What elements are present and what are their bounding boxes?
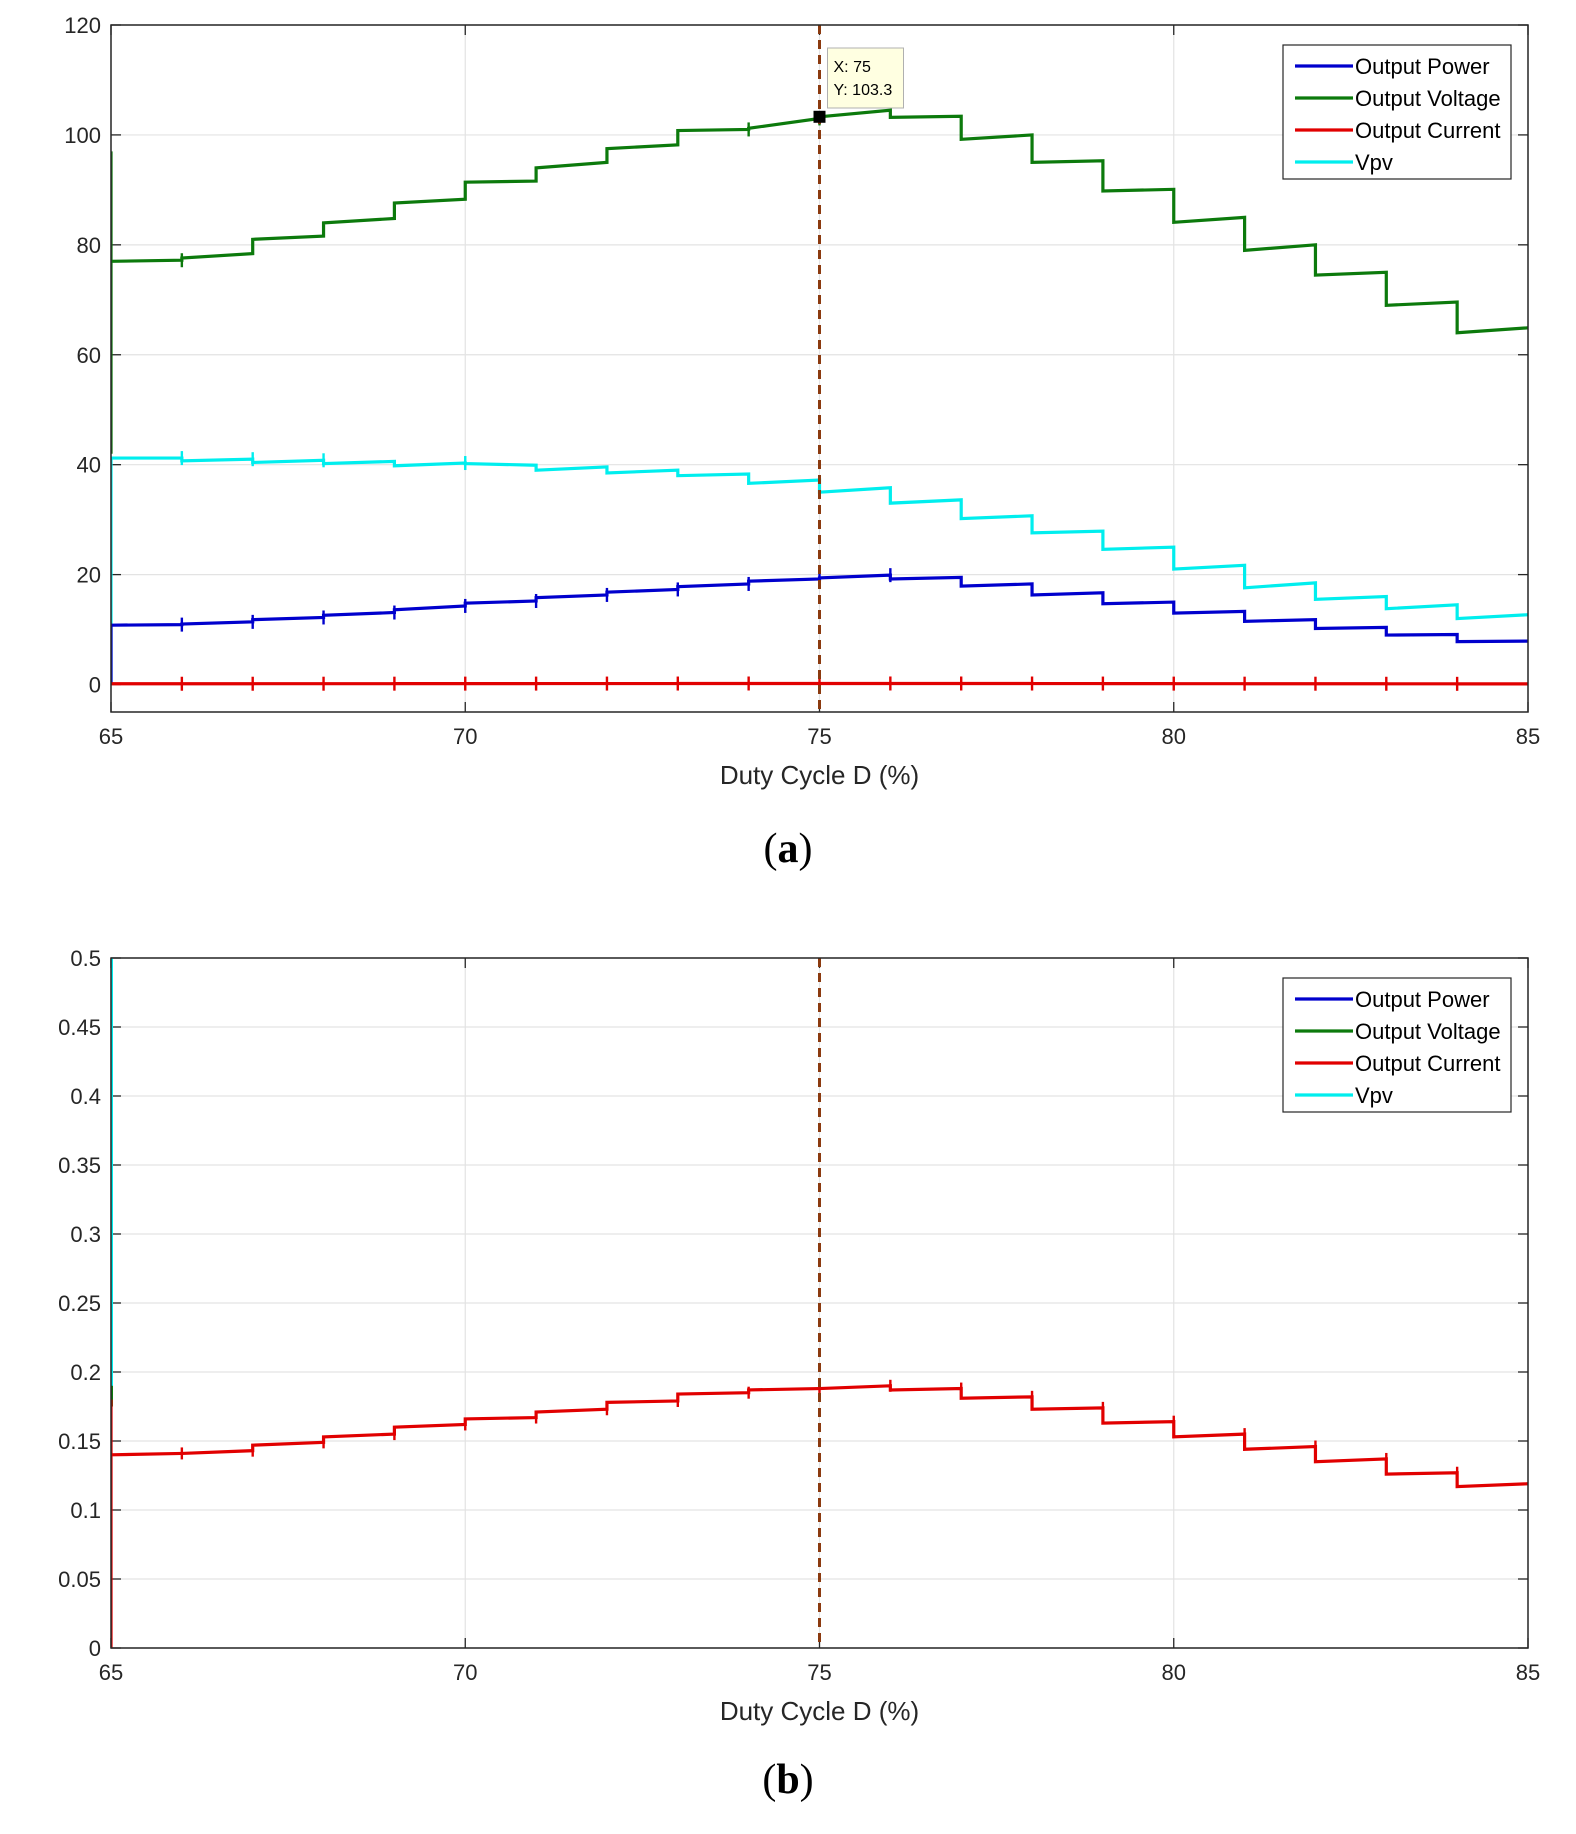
x-tick-label: 65 bbox=[99, 724, 123, 749]
y-tick-label: 40 bbox=[77, 453, 101, 478]
legend-entry: Vpv bbox=[1355, 1083, 1393, 1108]
y-tick-label: 0.25 bbox=[58, 1291, 101, 1316]
legend-entry: Output Power bbox=[1355, 54, 1490, 79]
datatip-point bbox=[813, 110, 826, 123]
panel-b-chart: 65 70 75 80 85 0 0.05 0.1 0.15 0.2 0.25 0.3 0.35 0.4 0… bbox=[58, 946, 1540, 1726]
legend-entry: Output Voltage bbox=[1355, 1019, 1501, 1044]
datatip-box bbox=[827, 47, 904, 109]
x-axis-label: Duty Cycle D (%) bbox=[720, 760, 919, 790]
legend-entry: Output Power bbox=[1355, 987, 1490, 1012]
y-tick-label: 0.4 bbox=[70, 1084, 101, 1109]
x-tick-label: 80 bbox=[1162, 1660, 1186, 1685]
x-tick-label: 70 bbox=[453, 724, 477, 749]
y-tick-label: 0 bbox=[89, 673, 101, 698]
y-tick-label: 0.45 bbox=[58, 1015, 101, 1040]
panel-a-chart: 65 70 75 80 85 0 20 40 60 80 100 120 Duty Cycle D (%… bbox=[64, 13, 1540, 790]
x-tick-label: 70 bbox=[453, 1660, 477, 1685]
datatip-text: Y: 103.3 bbox=[834, 82, 893, 99]
legend-entry: Output Current bbox=[1355, 118, 1501, 143]
y-tick-label: 0.5 bbox=[70, 946, 101, 971]
x-axis-label: Duty Cycle D (%) bbox=[720, 1696, 919, 1726]
y-tick-label: 0.35 bbox=[58, 1153, 101, 1178]
legend-entry: Vpv bbox=[1355, 150, 1393, 175]
x-tick-label: 75 bbox=[807, 1660, 831, 1685]
y-tick-label: 0.3 bbox=[70, 1222, 101, 1247]
y-tick-label: 20 bbox=[77, 563, 101, 588]
x-tick-label: 80 bbox=[1162, 724, 1186, 749]
y-tick-label: 60 bbox=[77, 343, 101, 368]
y-tick-label: 120 bbox=[64, 13, 101, 38]
legend-entry: Output Current bbox=[1355, 1051, 1501, 1076]
y-tick-label: 0.15 bbox=[58, 1429, 101, 1454]
y-tick-label: 100 bbox=[64, 123, 101, 148]
series-line-output-voltage bbox=[111, 108, 1528, 454]
x-tick-label: 75 bbox=[807, 724, 831, 749]
y-tick-label: 80 bbox=[77, 233, 101, 258]
y-tick-label: 0.05 bbox=[58, 1567, 101, 1592]
y-tick-label: 0 bbox=[89, 1636, 101, 1661]
datatip-text: X: 75 bbox=[834, 59, 871, 76]
x-tick-label: 85 bbox=[1516, 1660, 1540, 1685]
axes-frame bbox=[110, 957, 1529, 1649]
y-tick-label: 0.1 bbox=[70, 1498, 101, 1523]
legend-entry: Output Voltage bbox=[1355, 86, 1501, 111]
caption-b: (b) bbox=[762, 1757, 813, 1803]
x-tick-label: 65 bbox=[99, 1660, 123, 1685]
y-tick-label: 0.2 bbox=[70, 1360, 101, 1385]
axes-frame bbox=[110, 24, 1529, 713]
caption-a: (a) bbox=[764, 826, 813, 872]
x-tick-label: 85 bbox=[1516, 724, 1540, 749]
